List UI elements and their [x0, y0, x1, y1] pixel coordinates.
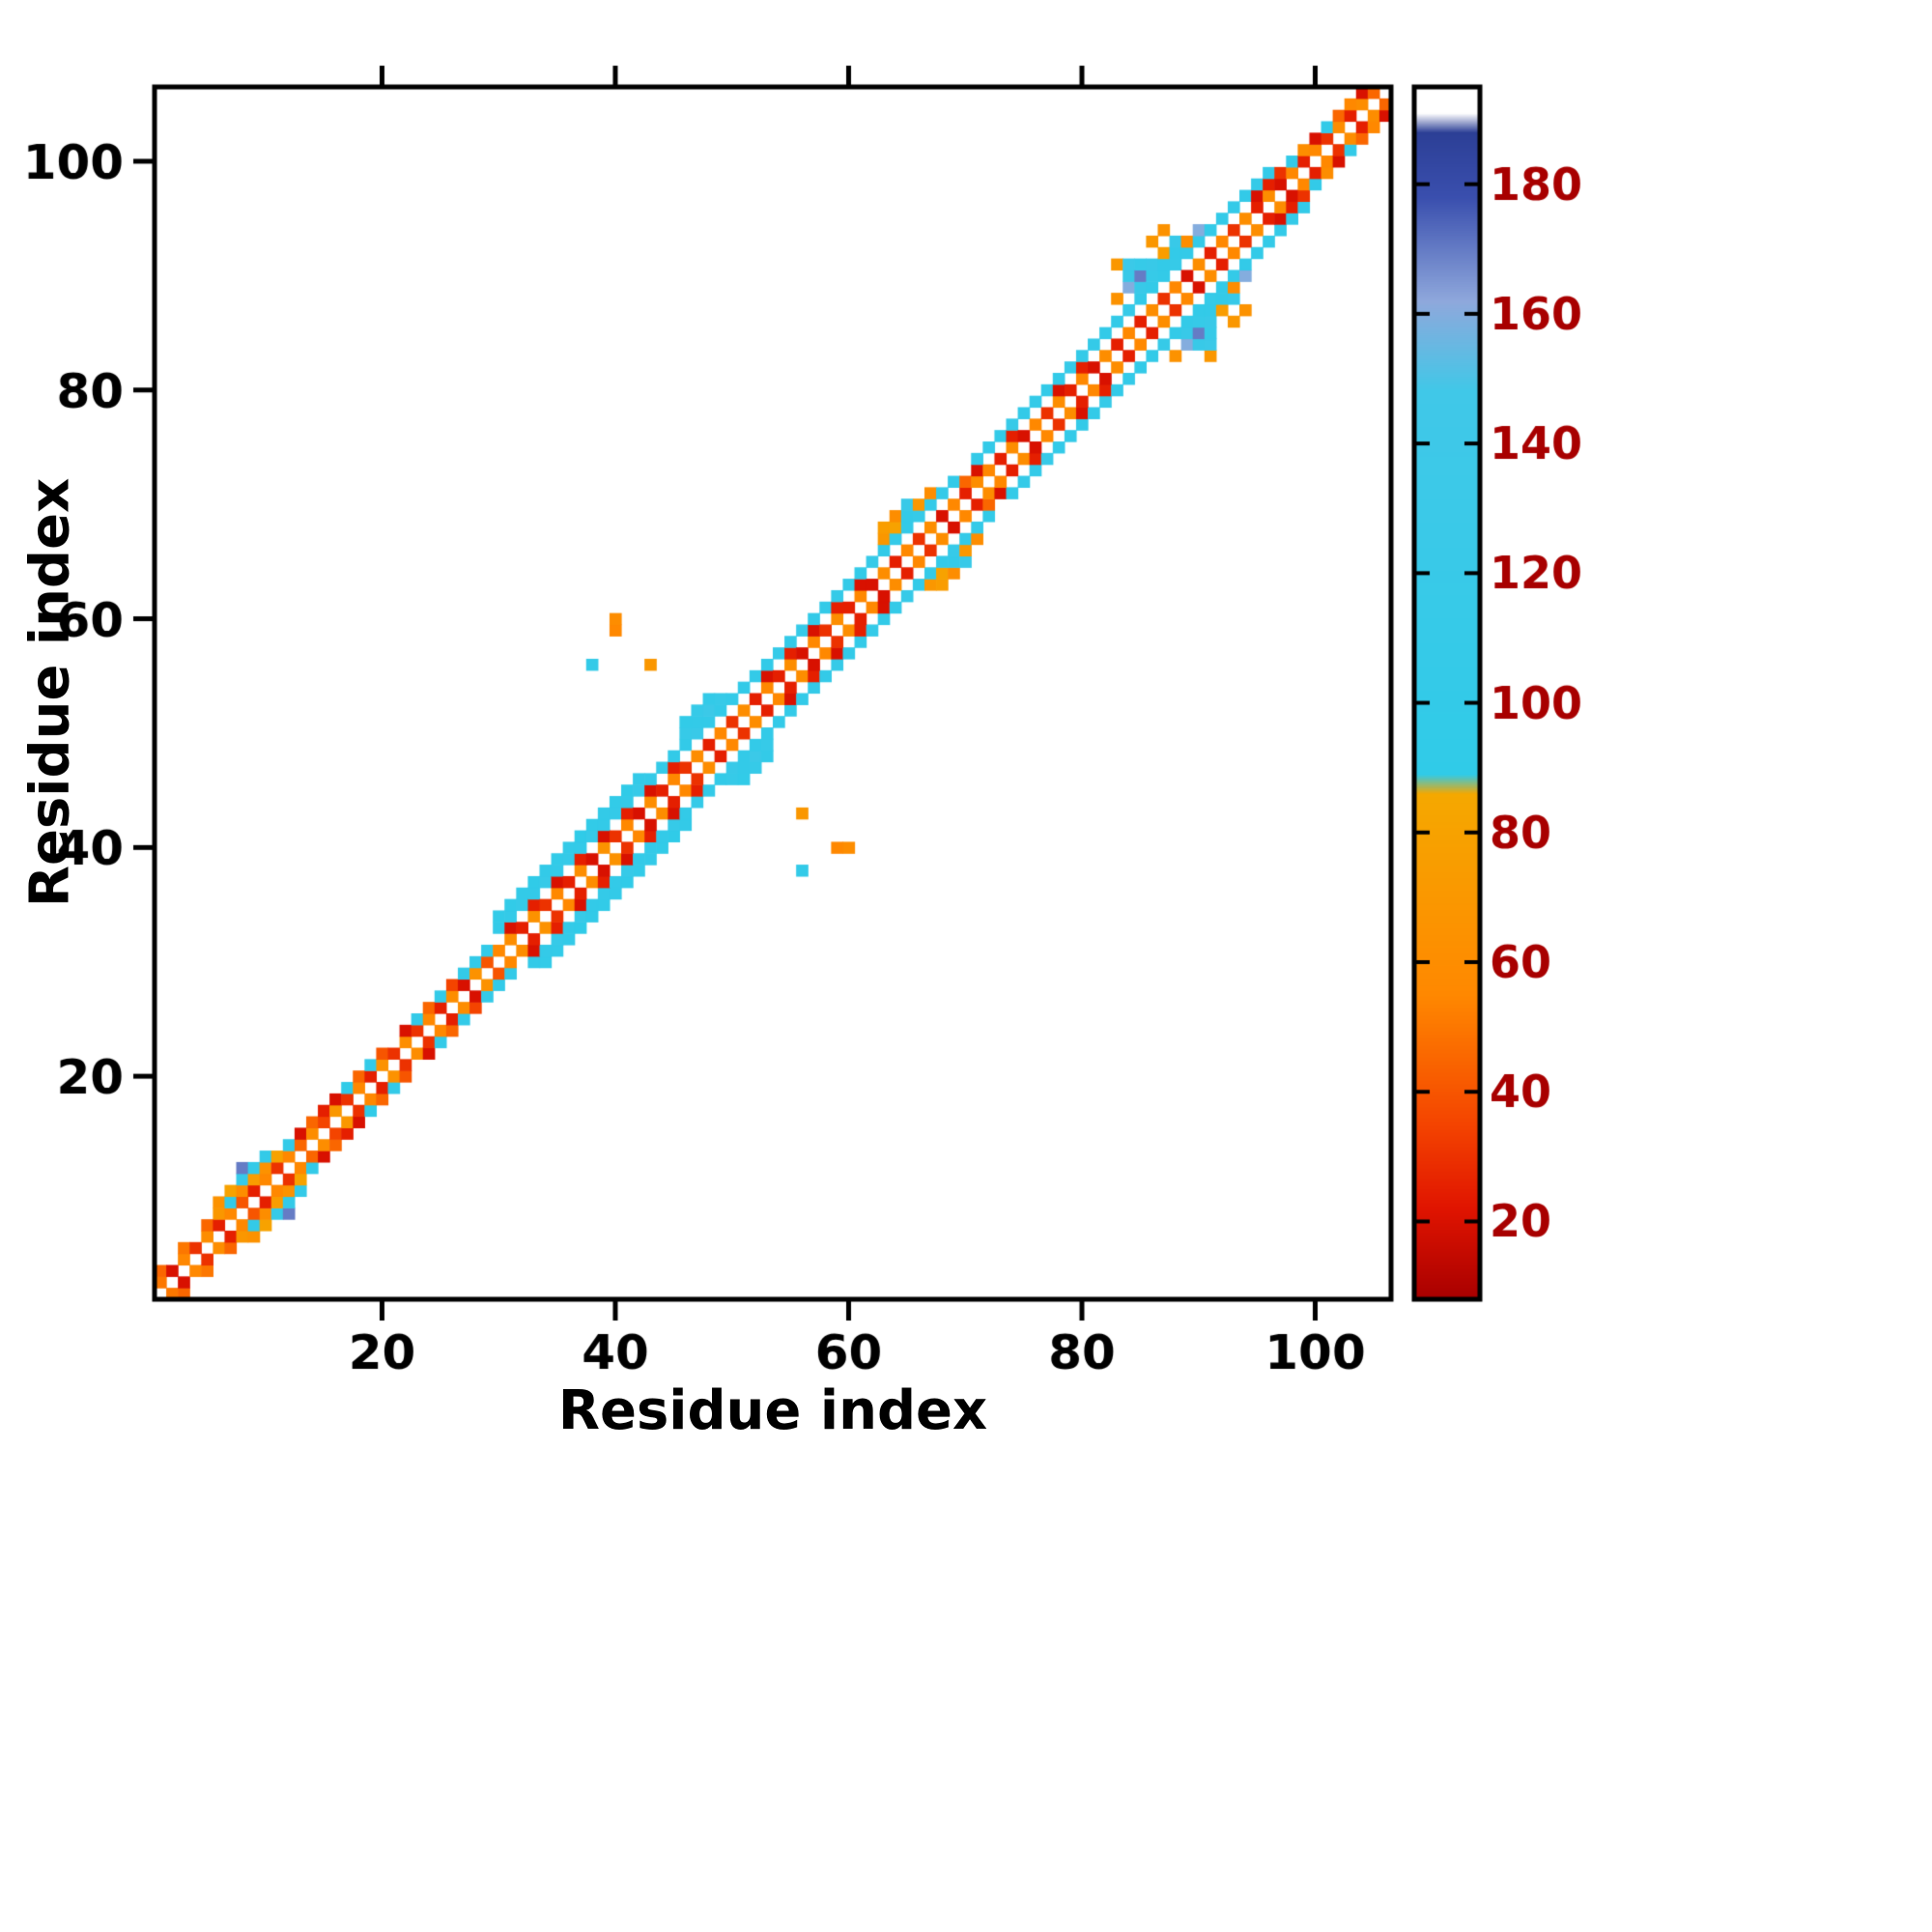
y-axis-label: Residue index — [18, 477, 82, 908]
x-axis-label: Residue index — [557, 1379, 988, 1442]
